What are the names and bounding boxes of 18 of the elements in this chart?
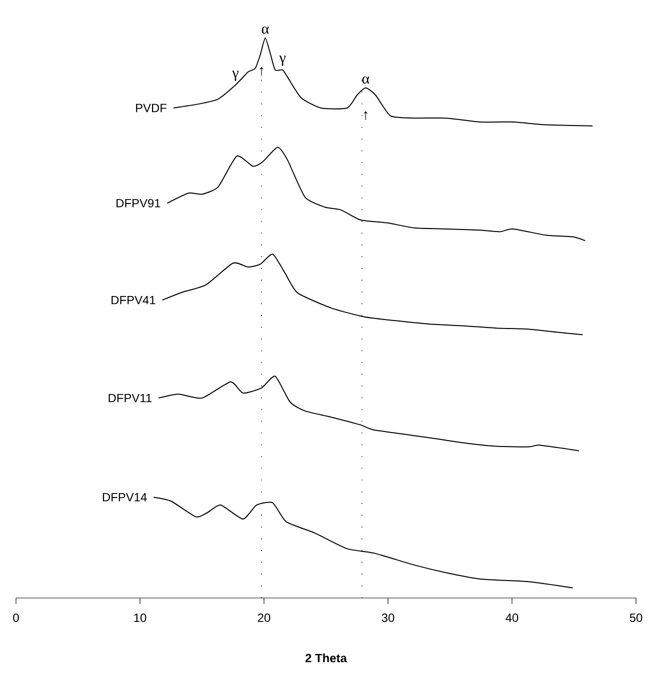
series-label: DFPV91 [116, 198, 160, 208]
x-tick-label: 50 [630, 614, 642, 622]
annotation: ↑ [260, 66, 264, 76]
x-tick-label: 10 [134, 614, 146, 622]
series-label: PVDF [136, 104, 166, 112]
x-axis-title: 2 Theta [305, 654, 347, 662]
annotation: γ [232, 70, 238, 81]
annotation: α [262, 26, 269, 34]
series-label: DFPV11 [108, 394, 152, 402]
annotation: γ [279, 56, 286, 66]
series-label: DFPV14 [102, 493, 147, 502]
series-label: DFPV41 [112, 296, 156, 304]
x-tick-label: 20 [258, 614, 270, 622]
x-tick-label: 30 [382, 614, 394, 622]
annotation: ↑ [364, 111, 368, 120]
x-tick-label: 0 [13, 614, 19, 622]
x-tick-label: 40 [506, 614, 518, 622]
annotation: α [362, 76, 370, 84]
